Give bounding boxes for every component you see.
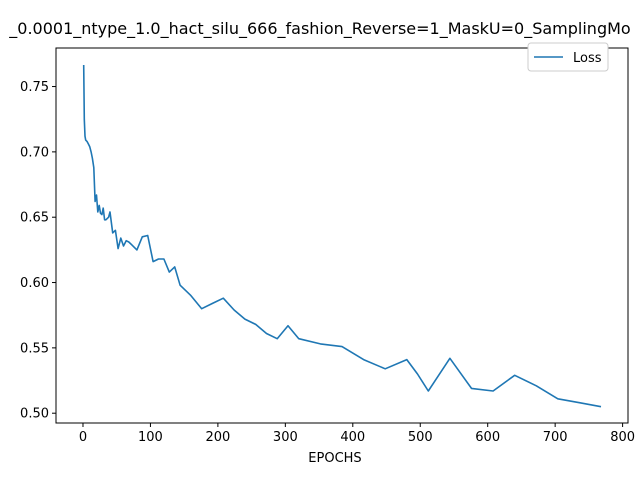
y-tick-label: 0.55	[20, 341, 49, 356]
x-tick-label: 0	[79, 430, 87, 445]
legend: Loss	[527, 42, 609, 72]
y-tick-label: 0.60	[20, 276, 49, 291]
plot-frame	[55, 47, 629, 424]
x-tick-label: 800	[610, 430, 635, 445]
x-tick-label: 500	[408, 430, 433, 445]
loss-series-line	[82, 64, 602, 408]
x-axis: 0 100 200 300 400 500 600 700 800	[79, 423, 635, 445]
y-axis: 0.50 0.55 0.60 0.65 0.70 0.75	[20, 80, 56, 422]
legend-box	[527, 42, 609, 72]
legend-label-loss: Loss	[573, 51, 602, 66]
x-tick-label: 600	[475, 430, 500, 445]
x-tick-label: 200	[205, 430, 230, 445]
y-tick-label: 0.70	[20, 145, 49, 160]
y-tick-label: 0.50	[20, 407, 49, 422]
chart-title: _0.0001_ntype_1.0_hact_silu_666_fashion_…	[8, 19, 630, 39]
x-tick-label: 400	[340, 430, 365, 445]
x-tick-label: 100	[138, 430, 163, 445]
x-axis-label: EPOCHS	[308, 451, 361, 466]
x-tick-label: 300	[273, 430, 298, 445]
x-tick-label: 700	[543, 430, 568, 445]
y-tick-label: 0.75	[20, 80, 49, 95]
y-tick-label: 0.65	[20, 211, 49, 226]
